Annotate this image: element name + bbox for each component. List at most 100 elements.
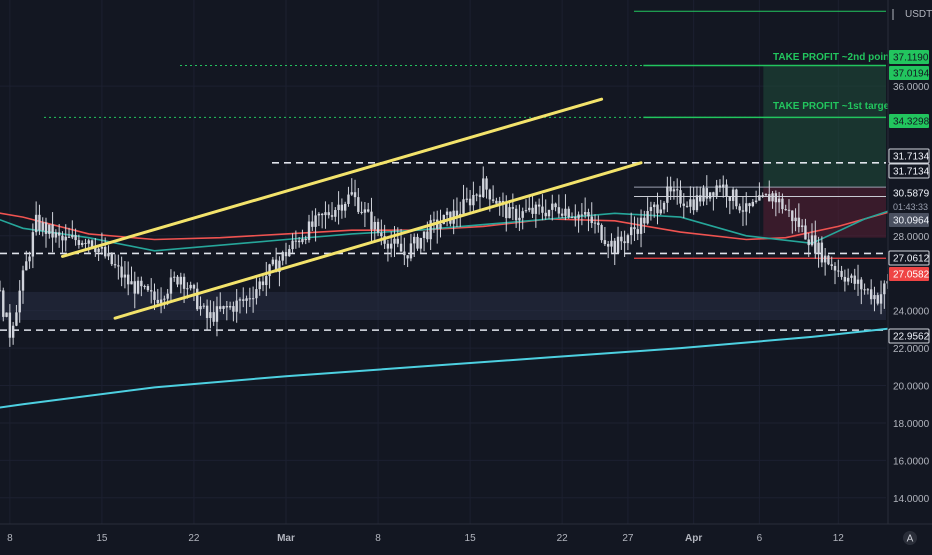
candle-body [560,213,564,216]
candle-body [232,306,235,312]
candle-body [334,210,337,217]
price-tag-tp [889,50,929,64]
candle-body [360,211,363,213]
candle-body [340,204,344,211]
candle-body [807,239,810,246]
channel-line [113,161,643,320]
candle-body [597,222,600,226]
candle-body [699,195,702,202]
candle-body [547,209,551,217]
candle-body [159,299,163,304]
candle-body [15,312,18,326]
candle-body [574,217,577,219]
candle-body [544,212,547,217]
price-tick-label: 28.0000 [893,232,930,243]
time-tick-label: 8 [7,533,13,544]
candle-body [846,277,850,282]
candle-body [87,240,90,244]
candle-body [251,298,255,300]
candle-body [284,252,288,257]
candle-body [850,275,853,278]
candle-body [833,265,837,271]
candle-body [317,213,321,216]
candle-body [478,194,482,198]
candle-body [777,198,781,203]
candle-body [823,255,827,263]
auto-scale-button[interactable] [903,531,917,545]
price-tag-label: 27.0612 [893,254,930,265]
candle-body [376,221,380,233]
candle-body [222,306,225,309]
candle-body [662,202,666,210]
candle-body [357,197,360,212]
price-tag-tp [889,114,929,128]
candle-body [837,270,840,272]
candle-body [685,205,689,207]
candle-body [179,276,182,285]
price-tick-label: 18.0000 [893,419,930,430]
candle-body [682,203,685,206]
candle-body [297,240,301,243]
candle-body [363,209,367,213]
candle-body [827,255,830,265]
candle-body [146,286,150,291]
candle-body [534,204,538,214]
candle-body [626,235,630,244]
time-axis[interactable]: 8 15 22 Mar 8 15 22 27 Apr 6 12 [0,523,932,544]
candle-body [860,279,863,290]
candle-body [347,194,350,204]
candle-body [426,231,429,240]
candle-body [570,217,574,219]
candle-body [409,243,413,259]
candle-body [508,207,511,219]
price-tag-label: 31.7134 [893,167,930,178]
price-axis[interactable]: 14.0000 16.0000 18.0000 20.0000 22.0000 24.00… [887,0,932,524]
candle-body [337,204,340,211]
candle-body [393,238,396,244]
candle-body [856,279,860,284]
candle-body [810,235,814,246]
candle-body [84,242,87,244]
candle-body [764,194,768,196]
candle-body [606,244,610,247]
candle-body [202,305,206,307]
price-tag-label: 27.0582 [893,270,930,281]
candle-body [301,238,304,243]
price-tick-label: 14.0000 [893,494,930,505]
candle-body [196,288,199,310]
candle-body [455,210,459,216]
candle-body [731,189,735,201]
take-profit-annotation: TAKE PROFIT ~2nd point [773,52,893,63]
auto-scale-label: A [907,534,914,545]
candle-body [623,241,626,244]
price-tag-stop [889,267,929,281]
candle-body [787,209,791,211]
candle-body [117,265,120,267]
candle-body [120,266,123,278]
candle-body [373,221,376,230]
candle-body [291,240,294,250]
candle-body [314,215,317,227]
candle-body [228,306,232,308]
candle-body [485,178,488,190]
candle-body [274,259,278,273]
candle-body [422,231,426,238]
price-tick-label: 36.0000 [893,82,930,93]
price-tag-current [889,186,929,200]
candle-body [77,240,81,245]
candle-body [583,212,587,215]
candle-body [600,225,603,241]
candle-body [820,242,824,263]
candle-body [708,192,712,199]
price-tag-level [888,328,930,344]
candle-body [643,217,646,224]
price-tag-label: 37.1190 [893,53,929,64]
price-tag-level [888,250,930,266]
candle-body [304,238,307,241]
candle-body [817,242,820,254]
candle-body [603,240,607,245]
candle-body [748,203,751,207]
candle-body [113,264,117,266]
